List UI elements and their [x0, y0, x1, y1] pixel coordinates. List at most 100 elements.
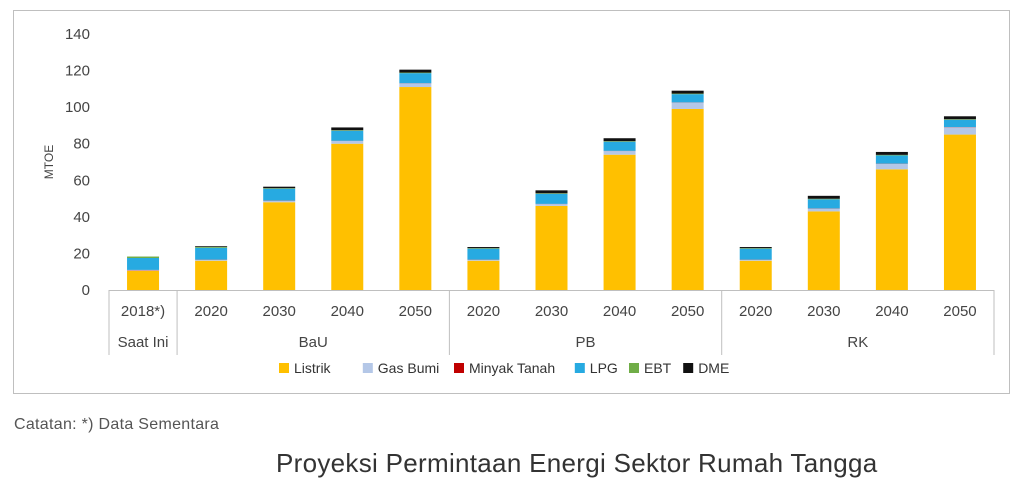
x-tick-label-4: 2050 — [399, 303, 432, 320]
bar-ebt-11 — [875, 154, 908, 156]
bar-lpg-0 — [127, 258, 160, 270]
bar-gas-bumi-4 — [399, 83, 432, 88]
bar-listrik-5 — [467, 260, 500, 290]
chart-caption: Proyeksi Permintaan Energi Sektor Rumah … — [276, 448, 878, 478]
y-tick-label-4: 80 — [73, 136, 90, 153]
bar-ebt-3 — [331, 130, 364, 131]
bar-dme-10 — [807, 195, 840, 199]
x-tick-label-8: 2050 — [671, 303, 704, 320]
bar-gas-bumi-3 — [331, 140, 364, 144]
bar-gas-bumi-8 — [671, 102, 704, 109]
bar-gas-bumi-6 — [535, 204, 568, 206]
bar-lpg-7 — [603, 141, 636, 151]
bar-ebt-4 — [399, 72, 432, 74]
bar-ebt-10 — [807, 198, 840, 200]
legend-swatch-2 — [454, 363, 464, 373]
bar-gas-bumi-5 — [467, 259, 500, 261]
bar-listrik-12 — [943, 134, 976, 290]
legend-label-0: Listrik — [294, 360, 332, 376]
bar-ebt-7 — [603, 141, 636, 142]
bar-lpg-6 — [535, 193, 568, 204]
bar-lpg-10 — [807, 199, 840, 209]
bar-lpg-2 — [263, 188, 296, 201]
legend-label-5: DME — [698, 360, 729, 376]
x-tick-label-3: 2040 — [331, 303, 364, 320]
x-tick-label-7: 2040 — [603, 303, 636, 320]
x-tick-label-11: 2040 — [875, 303, 908, 320]
bar-dme-3 — [331, 127, 364, 131]
bar-gas-bumi-7 — [603, 151, 636, 155]
x-tick-label-2: 2030 — [263, 303, 296, 320]
legend-swatch-5 — [683, 363, 694, 373]
bar-ebt-12 — [943, 119, 976, 120]
legend-swatch-4 — [629, 363, 639, 373]
x-tick-label-9: 2020 — [739, 303, 772, 320]
y-tick-label-5: 100 — [65, 99, 90, 116]
y-tick-label-7: 140 — [65, 26, 90, 43]
bar-dme-5 — [467, 247, 500, 249]
x-tick-label-6: 2030 — [535, 303, 568, 320]
bar-dme-2 — [263, 186, 296, 189]
bar-ebt-5 — [467, 248, 500, 249]
chart-note: Catatan: *) Data Sementara — [14, 416, 220, 433]
x-tick-label-0: 2018*) — [121, 303, 165, 320]
x-tick-label-5: 2020 — [467, 303, 500, 320]
bar-lpg-12 — [943, 119, 976, 128]
bar-listrik-7 — [603, 154, 636, 290]
bar-lpg-3 — [331, 130, 364, 141]
bar-gas-bumi-9 — [739, 259, 772, 261]
bar-listrik-4 — [399, 87, 432, 291]
bar-lpg-9 — [739, 248, 772, 260]
y-tick-label-0: 0 — [82, 282, 90, 299]
bar-listrik-6 — [535, 205, 568, 290]
bar-listrik-8 — [671, 108, 704, 290]
y-tick-label-2: 40 — [73, 209, 90, 226]
bar-ebt-9 — [739, 248, 772, 249]
bar-listrik-9 — [739, 260, 772, 290]
bar-gas-bumi-12 — [943, 127, 976, 135]
bar-dme-1 — [195, 246, 228, 247]
legend-swatch-3 — [574, 363, 585, 373]
legend-swatch-1 — [362, 363, 373, 373]
y-tick-label-3: 60 — [73, 172, 90, 189]
legend-label-1: Gas Bumi — [378, 360, 439, 376]
bar-ebt-6 — [535, 193, 568, 194]
group-label-1: BaU — [299, 334, 328, 351]
bar-gas-bumi-10 — [807, 208, 840, 212]
bar-gas-bumi-0 — [127, 270, 160, 271]
group-label-2: PB — [576, 334, 596, 351]
y-axis-label: MTOE — [42, 145, 56, 179]
bar-dme-11 — [875, 151, 908, 155]
bar-listrik-2 — [263, 202, 296, 290]
group-label-0: Saat Ini — [118, 334, 169, 351]
bar-listrik-10 — [807, 211, 840, 290]
bar-lpg-4 — [399, 73, 432, 84]
bar-lpg-11 — [875, 155, 908, 164]
bar-lpg-1 — [195, 247, 228, 260]
bar-listrik-1 — [195, 260, 228, 290]
bar-gas-bumi-2 — [263, 200, 296, 203]
group-label-3: RK — [847, 334, 868, 351]
legend-label-2: Minyak Tanah — [469, 360, 555, 376]
bar-dme-7 — [603, 138, 636, 142]
bar-gas-bumi-11 — [875, 163, 908, 170]
chart-frame: 0 20 40 60 80 100 120 140 MTOE 2018*) 2020 2030 2040… — [13, 10, 1010, 394]
legend-label-4: EBT — [644, 360, 672, 376]
bar-listrik-11 — [875, 169, 908, 290]
x-tick-label-10: 2030 — [807, 303, 840, 320]
bar-lpg-8 — [671, 94, 704, 103]
bar-ebt-0 — [127, 256, 160, 258]
bar-ebt-8 — [671, 93, 704, 95]
legend-label-3: LPG — [590, 360, 618, 376]
y-tick-label-1: 20 — [73, 245, 90, 262]
bar-listrik-0 — [127, 270, 160, 290]
bar-gas-bumi-1 — [195, 259, 228, 261]
y-tick-label-6: 120 — [65, 63, 90, 80]
x-tick-label-12: 2050 — [943, 303, 976, 320]
bar-dme-4 — [399, 69, 432, 73]
bar-listrik-3 — [331, 143, 364, 290]
bar-dme-12 — [943, 116, 976, 120]
x-tick-label-1: 2020 — [194, 303, 227, 320]
bar-ebt-1 — [195, 246, 228, 248]
